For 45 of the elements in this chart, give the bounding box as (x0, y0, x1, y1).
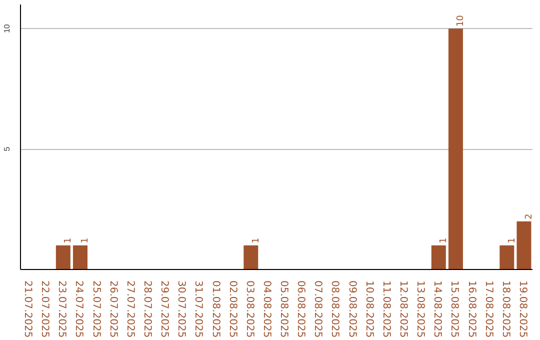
data-label: 10 (456, 14, 466, 27)
x-tick-label: 27.07.2025 (124, 280, 136, 338)
x-tick-label: 04.08.2025 (260, 280, 272, 338)
x-tick-label: 08.08.2025 (329, 280, 340, 338)
x-tick-label: 25.07.2025 (90, 280, 102, 338)
x-tick-label: 28.07.2025 (142, 280, 152, 338)
x-tick-label: 10.08.2025 (363, 280, 374, 338)
data-label: 1 (507, 238, 518, 244)
bar (516, 221, 532, 270)
x-tick-label: 16.08.2025 (466, 280, 477, 338)
x-tick-label: 01.08.2025 (210, 280, 221, 338)
x-tick-label: 23.07.2025 (56, 280, 68, 338)
x-tick-label: 02.08.2025 (226, 280, 238, 338)
data-label: 1 (439, 238, 450, 244)
x-tick-label: 05.08.2025 (278, 280, 290, 338)
x-tick-label: 15.08.2025 (448, 280, 460, 338)
x-tick-label: 06.08.2025 (295, 280, 306, 338)
bar (431, 245, 446, 270)
x-tick-label: 29.07.2025 (158, 280, 170, 338)
data-label: 1 (80, 238, 91, 244)
x-tick-label: 18.08.2025 (500, 280, 511, 338)
bar (244, 245, 258, 270)
x-tick-label: 12.08.2025 (398, 280, 408, 338)
data-label: 1 (64, 238, 74, 244)
x-tick-label: 13.08.2025 (414, 280, 426, 338)
data-label: 2 (524, 214, 534, 220)
data-label: 1 (251, 238, 262, 244)
x-tick-label: 30.07.2025 (176, 280, 187, 338)
x-tick-label: 22.07.2025 (39, 280, 50, 338)
bar (448, 28, 463, 270)
x-tick-label: 26.07.2025 (107, 280, 118, 338)
x-tick-label: 07.08.2025 (312, 280, 324, 338)
bar (500, 245, 514, 270)
bar (72, 245, 88, 270)
x-tick-label: 24.07.2025 (73, 280, 84, 338)
bar (56, 245, 70, 270)
x-tick-label: 17.08.2025 (482, 280, 494, 338)
x-tick-label: 11.08.2025 (380, 280, 392, 338)
x-tick-label: 31.07.2025 (192, 280, 204, 338)
x-tick-label: 14.08.2025 (432, 280, 443, 338)
x-tick-label: 19.08.2025 (516, 280, 528, 338)
x-tick-label: 21.07.2025 (22, 280, 34, 338)
x-tick-label: 03.08.2025 (244, 280, 255, 338)
x-tick-label: 09.08.2025 (346, 280, 358, 338)
y-tick-label: 5 (2, 146, 12, 152)
